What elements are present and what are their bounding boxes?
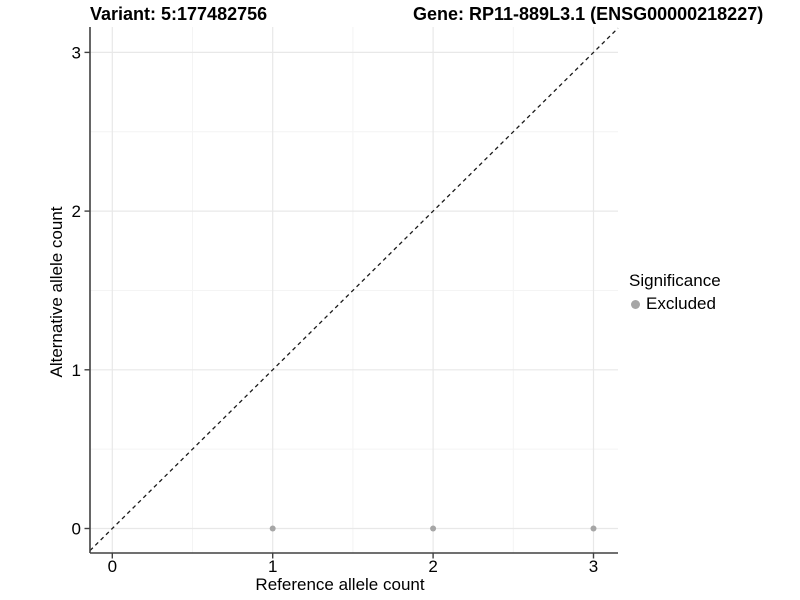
- x-tick-label: 1: [268, 557, 277, 576]
- legend-item-label: Excluded: [646, 294, 716, 313]
- legend-key-dot-icon: [631, 299, 640, 309]
- variant-title: Variant: 5:177482756: [90, 4, 268, 24]
- data-point: [430, 525, 437, 532]
- y-tick-label: 2: [72, 202, 81, 221]
- legend-items: Excluded: [629, 294, 721, 314]
- y-tick-label: 3: [72, 43, 81, 62]
- x-axis-title: Reference allele count: [255, 575, 425, 594]
- legend-title: Significance: [629, 271, 721, 290]
- gene-title: Gene: RP11-889L3.1 (ENSG00000218227): [413, 4, 764, 24]
- identity-dashed-line: [89, 27, 619, 552]
- x-tick-label: 3: [589, 557, 598, 576]
- legend-item: Excluded: [631, 294, 721, 314]
- y-axis-title: Alternative allele count: [47, 206, 66, 378]
- data-point: [590, 525, 597, 532]
- legend: Significance Excluded: [629, 271, 721, 314]
- y-tick-label: 1: [72, 361, 81, 380]
- data-point: [269, 525, 276, 532]
- x-tick-label: 0: [108, 557, 117, 576]
- y-tick-label: 0: [72, 520, 81, 539]
- x-tick-label: 2: [428, 557, 437, 576]
